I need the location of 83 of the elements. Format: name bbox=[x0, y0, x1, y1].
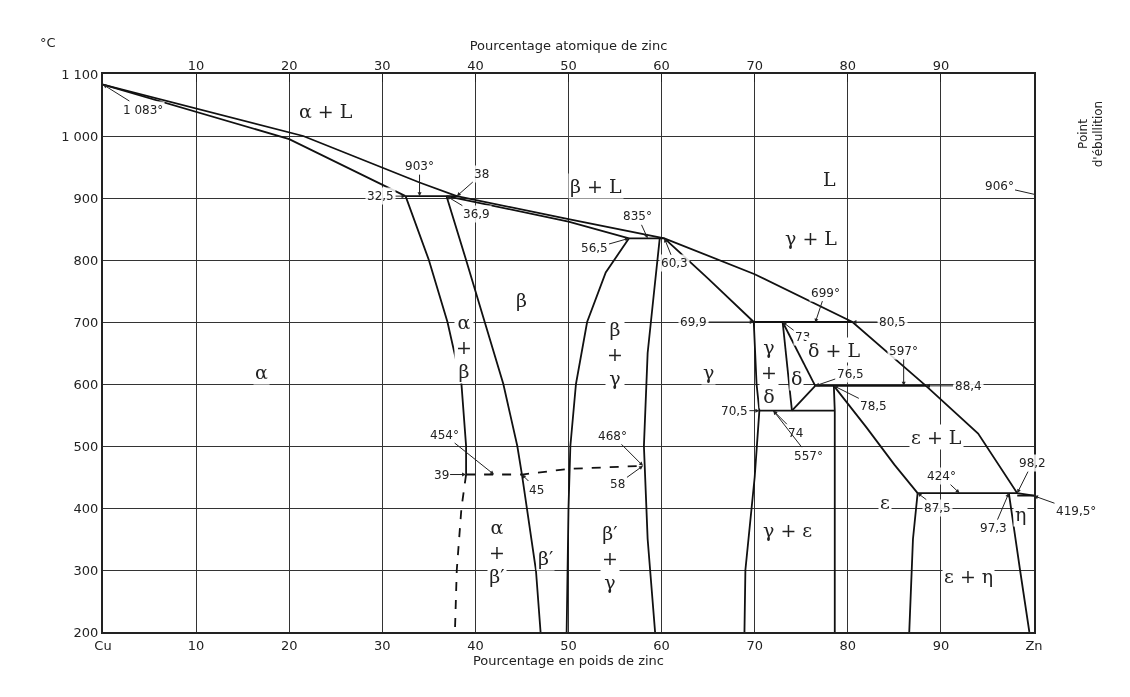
annotation: 36,9 bbox=[463, 207, 490, 221]
x-tick-label: 90 bbox=[932, 637, 950, 653]
x-tick-label: 60 bbox=[653, 637, 670, 653]
annotation: 424° bbox=[927, 469, 956, 483]
annotation: ε + η bbox=[944, 565, 994, 587]
annotation: 38 bbox=[474, 167, 490, 181]
x2-tick-label: 30 bbox=[374, 58, 391, 74]
y-tick-label: 1 000 bbox=[61, 128, 99, 144]
annotation: ε + L bbox=[911, 426, 962, 448]
x-tick-label: 10 bbox=[187, 637, 205, 653]
x-tick-label: 20 bbox=[280, 637, 298, 653]
annotation: 76,5 bbox=[837, 367, 864, 381]
annotation: β′ bbox=[538, 547, 554, 569]
annotation: 835° bbox=[623, 209, 652, 223]
annotation: 45 bbox=[529, 483, 545, 497]
y-tick-label: 200 bbox=[73, 624, 99, 640]
annotation: 70,5 bbox=[721, 404, 748, 418]
annotation: 98,2 bbox=[1019, 456, 1046, 470]
annotation: 80,5 bbox=[879, 315, 906, 329]
annotation: 88,4 bbox=[955, 379, 982, 393]
annotation: β′ + γ bbox=[602, 522, 618, 594]
annotation: η bbox=[1015, 503, 1027, 525]
annotation: ε bbox=[880, 491, 890, 513]
y-tick-label: 500 bbox=[73, 438, 99, 454]
annotation: γ bbox=[703, 361, 715, 383]
x2-tick-label: 20 bbox=[280, 58, 298, 74]
annotation: δ bbox=[791, 367, 803, 389]
annotation: 56,5 bbox=[581, 241, 608, 255]
annotation: β + L bbox=[570, 175, 622, 197]
annotation: α + β′ bbox=[489, 516, 505, 588]
x2-tick-label: 50 bbox=[560, 58, 577, 74]
annotation: β bbox=[516, 289, 527, 311]
annotation: β + γ bbox=[607, 318, 623, 390]
annotation: α + L bbox=[299, 100, 353, 122]
x-tick-label: 50 bbox=[560, 637, 577, 653]
y-tick-label: 400 bbox=[73, 500, 99, 516]
y-tick-label: 300 bbox=[73, 562, 99, 578]
annotation: 454° bbox=[430, 428, 459, 442]
x-axis-title: Pourcentage en poids de zinc bbox=[472, 652, 665, 668]
x2-tick-label: 90 bbox=[932, 58, 950, 74]
x-tick-label: 80 bbox=[839, 637, 857, 653]
y-tick-label: 900 bbox=[73, 190, 99, 206]
annotation: 58 bbox=[610, 477, 626, 491]
text: Point d'ébullition bbox=[1075, 100, 1106, 168]
x2-tick-label: 60 bbox=[653, 58, 670, 74]
annotation: 97,3 bbox=[980, 521, 1007, 535]
x2-axis-title: Pourcentage atomique de zinc bbox=[469, 38, 668, 54]
annotation: 74 bbox=[788, 426, 804, 440]
y-axis-title: °C bbox=[40, 35, 56, 50]
annotation: 597° bbox=[889, 344, 918, 358]
annotation: L bbox=[823, 168, 836, 190]
annotation: 903° bbox=[405, 159, 434, 173]
annotation: 87,5 bbox=[924, 501, 951, 515]
annotation: 78,5 bbox=[860, 399, 887, 413]
annotation: γ + ε bbox=[763, 519, 813, 541]
annotation: γ + δ bbox=[761, 336, 777, 408]
y-tick-label: 1 100 bbox=[61, 66, 99, 82]
annotation: 699° bbox=[811, 286, 840, 300]
y-tick-label: 600 bbox=[73, 376, 99, 392]
annotation: 60,3 bbox=[661, 256, 688, 270]
x-tick-label: Zn bbox=[1025, 637, 1043, 653]
x2-tick-label: 40 bbox=[467, 58, 484, 74]
x-tick-label: Cu bbox=[94, 637, 112, 653]
x-tick-label: 40 bbox=[467, 637, 484, 653]
annotation: 32,5 bbox=[367, 189, 394, 203]
annotation: 468° bbox=[598, 429, 627, 443]
annotation: γ + L bbox=[785, 227, 838, 249]
annotation: δ + L bbox=[808, 339, 861, 361]
annotation: 419,5° bbox=[1056, 504, 1097, 518]
x-tick-label: 70 bbox=[746, 637, 763, 653]
y-tick-label: 700 bbox=[73, 314, 99, 330]
annotation: α + β bbox=[456, 311, 472, 383]
annotation: 39 bbox=[434, 468, 450, 482]
x2-tick-label: 10 bbox=[187, 58, 205, 74]
y-tick-label: 800 bbox=[73, 252, 99, 268]
annotation: 557° bbox=[794, 449, 823, 463]
annotation: α bbox=[255, 361, 268, 383]
x2-tick-label: 80 bbox=[839, 58, 857, 74]
x-tick-label: 30 bbox=[374, 637, 391, 653]
annotation: 69,9 bbox=[680, 315, 707, 329]
annotation: 906° bbox=[985, 179, 1014, 193]
x2-tick-label: 70 bbox=[746, 58, 763, 74]
annotation: 1 083° bbox=[123, 103, 164, 117]
